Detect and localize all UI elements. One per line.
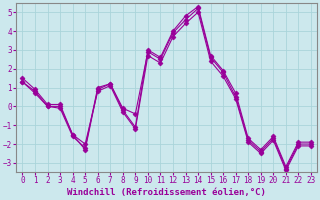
X-axis label: Windchill (Refroidissement éolien,°C): Windchill (Refroidissement éolien,°C) <box>67 188 266 197</box>
